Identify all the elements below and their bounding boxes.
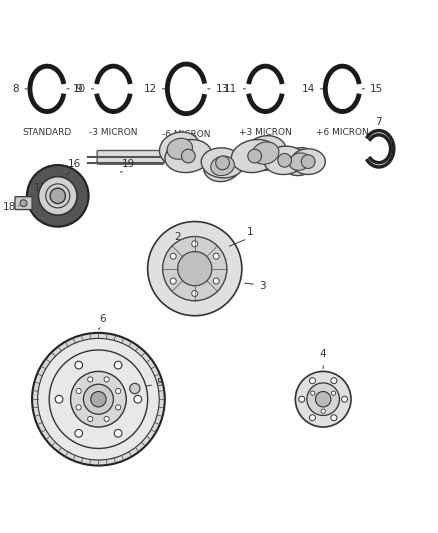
- Circle shape: [27, 165, 88, 227]
- Circle shape: [311, 391, 315, 395]
- Text: -6 MICRON: -6 MICRON: [162, 130, 210, 139]
- Text: 17: 17: [34, 183, 47, 193]
- Circle shape: [299, 396, 305, 402]
- Circle shape: [192, 290, 198, 296]
- Ellipse shape: [264, 146, 305, 174]
- Text: 14: 14: [301, 84, 314, 94]
- Ellipse shape: [244, 135, 286, 171]
- Text: 11: 11: [224, 84, 237, 94]
- Text: 8: 8: [13, 84, 19, 94]
- Text: 5: 5: [156, 378, 163, 388]
- Circle shape: [332, 391, 336, 395]
- Circle shape: [116, 389, 121, 393]
- Circle shape: [49, 350, 148, 448]
- Text: 12: 12: [143, 84, 157, 94]
- Circle shape: [331, 378, 337, 384]
- Ellipse shape: [201, 148, 244, 178]
- Circle shape: [91, 392, 106, 407]
- Ellipse shape: [231, 140, 278, 173]
- Text: 4: 4: [320, 350, 326, 359]
- Ellipse shape: [167, 138, 192, 159]
- Circle shape: [50, 188, 65, 204]
- Text: 9: 9: [75, 84, 81, 94]
- Circle shape: [134, 395, 141, 403]
- Ellipse shape: [283, 148, 317, 175]
- Circle shape: [342, 396, 348, 402]
- Circle shape: [213, 278, 219, 284]
- Circle shape: [104, 416, 109, 422]
- Ellipse shape: [204, 150, 242, 182]
- Circle shape: [104, 377, 109, 382]
- Circle shape: [114, 361, 122, 369]
- Circle shape: [216, 156, 230, 169]
- Text: 13: 13: [216, 84, 229, 94]
- Text: 3: 3: [259, 281, 265, 291]
- Circle shape: [170, 278, 176, 284]
- Circle shape: [248, 149, 261, 163]
- Text: 1: 1: [247, 228, 254, 237]
- Circle shape: [170, 253, 176, 259]
- FancyBboxPatch shape: [97, 150, 164, 164]
- Circle shape: [71, 372, 126, 427]
- Circle shape: [181, 149, 195, 163]
- Ellipse shape: [211, 156, 234, 176]
- Text: 16: 16: [68, 159, 81, 169]
- Circle shape: [213, 253, 219, 259]
- Ellipse shape: [165, 140, 212, 173]
- Ellipse shape: [252, 142, 279, 164]
- Circle shape: [301, 155, 315, 168]
- FancyBboxPatch shape: [15, 197, 32, 209]
- Circle shape: [84, 384, 113, 414]
- Text: 7: 7: [375, 117, 382, 127]
- Circle shape: [76, 405, 81, 410]
- Circle shape: [310, 378, 315, 384]
- Circle shape: [76, 389, 81, 393]
- Circle shape: [88, 416, 93, 422]
- Circle shape: [38, 338, 159, 460]
- Circle shape: [75, 430, 83, 437]
- Circle shape: [20, 200, 27, 207]
- Circle shape: [295, 372, 351, 427]
- Text: 6: 6: [99, 314, 106, 324]
- Text: +6 MICRON: +6 MICRON: [316, 128, 369, 137]
- Circle shape: [178, 252, 212, 286]
- Text: 2: 2: [174, 232, 181, 241]
- Ellipse shape: [159, 132, 200, 166]
- Circle shape: [32, 333, 165, 465]
- Ellipse shape: [289, 153, 310, 171]
- Circle shape: [192, 241, 198, 247]
- Circle shape: [321, 409, 325, 413]
- Text: 19: 19: [122, 159, 135, 169]
- Circle shape: [75, 361, 83, 369]
- Circle shape: [162, 237, 227, 301]
- Circle shape: [315, 392, 331, 407]
- Circle shape: [116, 405, 121, 410]
- Text: STANDARD: STANDARD: [22, 128, 72, 137]
- Text: +3 MICRON: +3 MICRON: [239, 128, 292, 137]
- Circle shape: [278, 154, 292, 167]
- Text: 10: 10: [72, 84, 85, 94]
- Circle shape: [307, 383, 339, 415]
- Text: 18: 18: [3, 203, 16, 213]
- Circle shape: [88, 377, 93, 382]
- Circle shape: [148, 222, 242, 316]
- Ellipse shape: [291, 149, 325, 174]
- Circle shape: [39, 176, 77, 215]
- Text: 15: 15: [370, 84, 384, 94]
- Circle shape: [114, 430, 122, 437]
- Circle shape: [130, 383, 140, 394]
- Circle shape: [310, 415, 315, 421]
- Text: -3 MICRON: -3 MICRON: [89, 128, 138, 137]
- Circle shape: [55, 395, 63, 403]
- Circle shape: [331, 415, 337, 421]
